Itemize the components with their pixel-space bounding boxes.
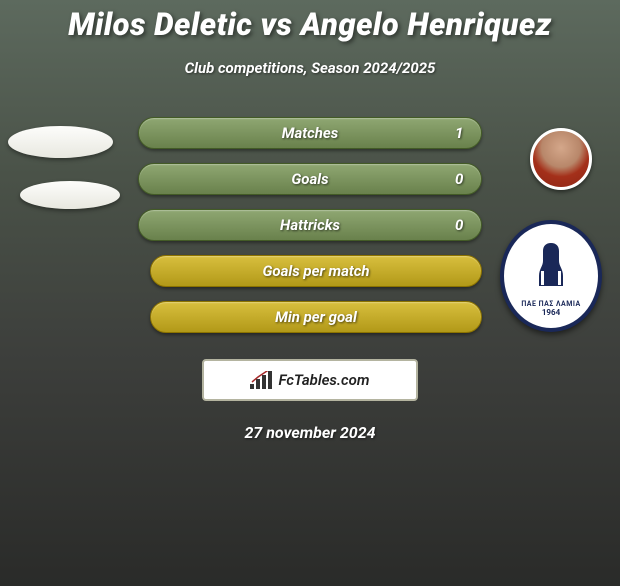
stat-label: Min per goal — [275, 308, 357, 326]
stat-label: Goals per match — [262, 262, 369, 280]
stat-bar: Min per goal — [150, 301, 482, 333]
stat-label: Hattricks — [280, 216, 340, 234]
stat-label: Goals — [291, 170, 328, 188]
date-text: 27 november 2024 — [0, 423, 620, 442]
stat-row: Min per goal — [0, 301, 620, 333]
stat-bar: Hattricks 0 — [138, 209, 482, 241]
fctables-attribution: FcTables.com — [202, 359, 418, 401]
stat-row: Matches 1 — [0, 117, 620, 149]
stat-value-right: 0 — [455, 216, 463, 234]
stat-row: Goals per match — [0, 255, 620, 287]
stat-bar: Goals 0 — [138, 163, 482, 195]
fctables-label: FcTables.com — [278, 371, 369, 389]
page-subtitle: Club competitions, Season 2024/2025 — [0, 59, 620, 77]
stat-label: Matches — [282, 124, 339, 142]
fctables-icon — [250, 371, 272, 389]
stat-row: Goals 0 — [0, 163, 620, 195]
stat-bar: Matches 1 — [138, 117, 482, 149]
page-title: Milos Deletic vs Angelo Henriquez — [0, 6, 620, 43]
stat-value-right: 1 — [455, 124, 463, 142]
stat-row: Hattricks 0 — [0, 209, 620, 241]
stat-value-right: 0 — [455, 170, 463, 188]
stat-bar: Goals per match — [150, 255, 482, 287]
